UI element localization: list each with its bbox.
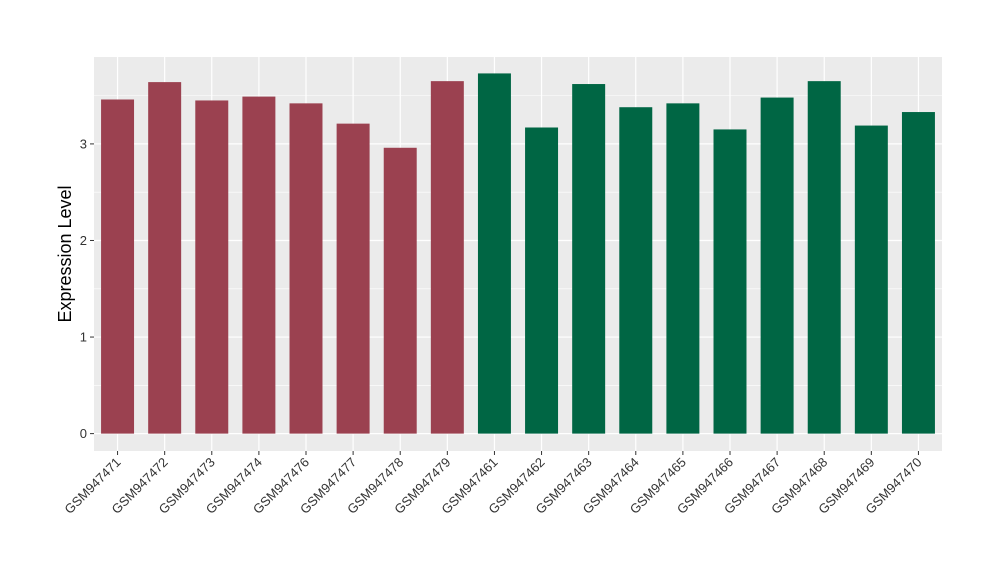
bar-GSM947468 — [807, 81, 841, 434]
bars — [101, 73, 935, 434]
bar-GSM947467 — [760, 97, 794, 434]
y-tick-label: 0 — [80, 426, 87, 441]
minor-gridlines — [94, 95, 942, 386]
y-tick-label: 2 — [80, 233, 87, 248]
y-axis: 0 1 2 3 — [80, 136, 94, 441]
y-axis-title: Expression Level — [55, 185, 75, 322]
x-axis: GSM947471GSM947472GSM947473GSM947474GSM9… — [61, 451, 925, 517]
bar-GSM947479 — [430, 81, 464, 434]
bar-GSM947465 — [666, 103, 700, 434]
y-tick-label: 3 — [80, 136, 87, 151]
bar-GSM947478 — [383, 147, 417, 434]
bar-GSM947473 — [195, 100, 229, 434]
y-tick-label: 1 — [80, 330, 87, 345]
bar-GSM947474 — [242, 96, 276, 434]
bar-GSM947471 — [101, 99, 135, 434]
bar-GSM947469 — [854, 125, 888, 434]
bar-GSM947477 — [336, 123, 370, 434]
bar-GSM947461 — [477, 73, 511, 434]
bar-GSM947463 — [572, 84, 606, 434]
bar-GSM947476 — [289, 103, 323, 434]
bar-GSM947472 — [148, 82, 182, 434]
bar-GSM947462 — [525, 127, 559, 434]
bar-GSM947466 — [713, 129, 747, 434]
bar-GSM947464 — [619, 107, 653, 434]
bar-GSM947470 — [901, 112, 935, 434]
